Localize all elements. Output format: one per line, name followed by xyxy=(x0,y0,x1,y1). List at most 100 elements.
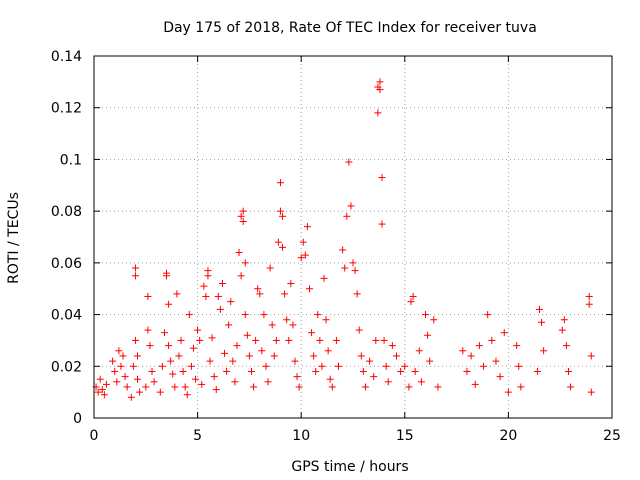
data-point xyxy=(264,378,272,386)
data-point xyxy=(134,352,142,360)
data-point xyxy=(208,334,216,342)
data-point xyxy=(417,378,425,386)
data-point xyxy=(136,388,144,396)
data-point xyxy=(129,362,137,370)
data-point xyxy=(262,362,270,370)
data-point xyxy=(121,373,129,381)
data-point xyxy=(158,362,166,370)
data-point xyxy=(401,362,409,370)
data-point xyxy=(223,367,231,375)
data-point xyxy=(585,292,593,300)
data-point xyxy=(324,347,332,355)
data-point xyxy=(189,344,197,352)
data-point xyxy=(310,352,318,360)
data-point xyxy=(293,373,301,381)
data-point xyxy=(585,300,593,308)
data-point xyxy=(117,362,125,370)
data-point xyxy=(109,357,117,365)
data-point xyxy=(276,179,284,187)
data-point xyxy=(144,326,152,334)
data-point xyxy=(496,373,504,381)
data-point xyxy=(359,367,367,375)
data-point xyxy=(272,336,280,344)
data-point xyxy=(268,321,276,329)
data-point xyxy=(239,217,247,225)
data-point xyxy=(177,336,185,344)
data-point xyxy=(533,367,541,375)
data-point xyxy=(314,311,322,319)
data-point xyxy=(194,326,202,334)
data-point xyxy=(241,311,249,319)
data-point xyxy=(216,305,224,313)
data-point xyxy=(175,352,183,360)
data-point xyxy=(214,292,222,300)
data-point xyxy=(279,212,287,220)
data-point xyxy=(587,352,595,360)
data-point xyxy=(347,202,355,210)
y-tick-label: 0.06 xyxy=(51,256,82,272)
data-point xyxy=(397,367,405,375)
data-point xyxy=(233,342,241,350)
data-point xyxy=(409,292,417,300)
data-point xyxy=(382,362,390,370)
data-point xyxy=(349,259,357,267)
data-point xyxy=(111,367,119,375)
data-point xyxy=(200,282,208,290)
data-point xyxy=(258,347,266,355)
data-point xyxy=(587,388,595,396)
data-point xyxy=(567,383,575,391)
data-point xyxy=(185,311,193,319)
x-tick-label: 5 xyxy=(193,428,202,444)
data-point xyxy=(308,329,316,337)
data-point xyxy=(492,357,500,365)
data-point xyxy=(181,383,189,391)
data-point xyxy=(424,331,432,339)
data-point xyxy=(484,311,492,319)
data-point xyxy=(467,352,475,360)
data-point xyxy=(196,336,204,344)
data-point xyxy=(198,380,206,388)
data-point xyxy=(173,290,181,298)
data-point xyxy=(266,264,274,272)
data-point xyxy=(183,391,191,399)
data-point xyxy=(210,373,218,381)
data-point xyxy=(299,238,307,246)
data-point xyxy=(411,367,419,375)
data-point xyxy=(355,326,363,334)
axes xyxy=(93,55,613,419)
x-tick-label: 20 xyxy=(499,428,517,444)
data-point xyxy=(131,264,139,272)
chart-title: Day 175 of 2018, Rate Of TEC Index for r… xyxy=(163,20,537,36)
data-point xyxy=(100,391,108,399)
data-point xyxy=(370,373,378,381)
data-point xyxy=(187,362,195,370)
data-point xyxy=(558,326,566,334)
data-point xyxy=(316,336,324,344)
data-points xyxy=(92,78,595,401)
data-point xyxy=(218,280,226,288)
data-point xyxy=(165,342,173,350)
data-point xyxy=(237,212,245,220)
data-point xyxy=(148,367,156,375)
x-tick-label: 10 xyxy=(292,428,310,444)
data-point xyxy=(131,336,139,344)
data-point xyxy=(115,347,123,355)
data-point xyxy=(146,342,154,350)
data-point xyxy=(241,259,249,267)
data-point xyxy=(270,352,278,360)
data-point xyxy=(380,336,388,344)
data-point xyxy=(256,290,264,298)
data-point xyxy=(562,342,570,350)
data-point xyxy=(102,380,110,388)
data-point xyxy=(113,378,121,386)
data-point xyxy=(243,331,251,339)
data-point xyxy=(422,311,430,319)
data-point xyxy=(332,336,340,344)
data-point xyxy=(318,362,326,370)
data-point xyxy=(276,207,284,215)
y-tick-label: 0 xyxy=(73,411,82,427)
data-point xyxy=(245,352,253,360)
data-point xyxy=(415,347,423,355)
data-point xyxy=(471,380,479,388)
